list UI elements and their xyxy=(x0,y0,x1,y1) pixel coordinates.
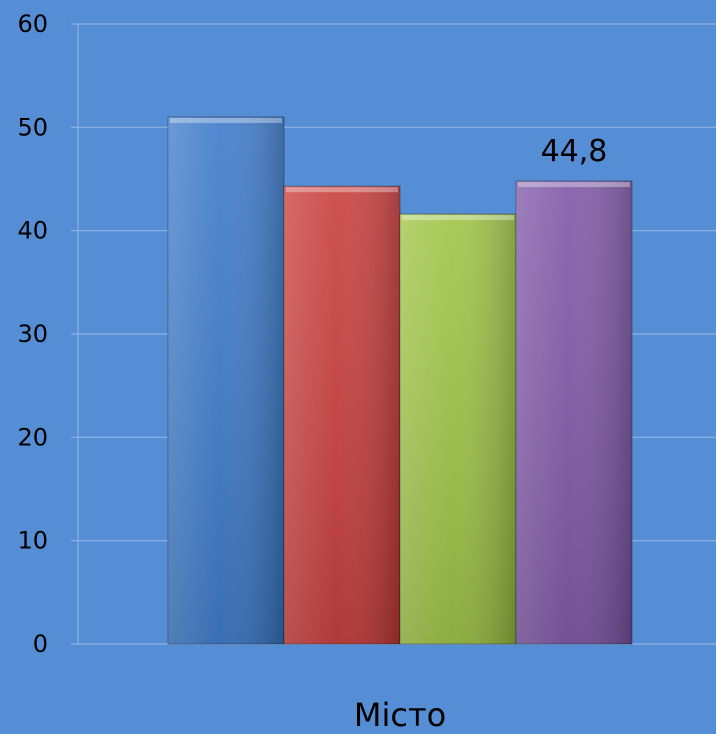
bar xyxy=(515,180,633,645)
bars xyxy=(167,116,633,645)
bar-vshade xyxy=(516,181,632,645)
y-tick-label: 10 xyxy=(17,527,48,555)
bar-vshade xyxy=(400,214,516,644)
y-tick-label: 50 xyxy=(17,113,48,141)
y-tick-label: 30 xyxy=(17,320,48,348)
bar xyxy=(399,213,517,645)
bar-top-highlight xyxy=(286,187,398,193)
y-axis: 0 10 20 30 40 50 60 xyxy=(17,10,79,658)
bar xyxy=(283,185,401,645)
bar-top-highlight xyxy=(170,118,282,123)
y-tick-label: 40 xyxy=(17,217,48,245)
bar-top-highlight xyxy=(518,182,630,188)
data-label: 44,8 xyxy=(541,134,608,169)
y-tick-label: 60 xyxy=(17,10,48,38)
bar-top-highlight xyxy=(402,215,514,221)
labels: 44,8 Місто xyxy=(354,134,608,734)
bar-vshade xyxy=(168,117,284,644)
y-tick-label: 20 xyxy=(17,423,48,451)
bar xyxy=(167,116,285,645)
x-category-label: Місто xyxy=(354,696,446,734)
bar-vshade xyxy=(284,186,400,644)
y-tick-label: 0 xyxy=(33,630,48,658)
